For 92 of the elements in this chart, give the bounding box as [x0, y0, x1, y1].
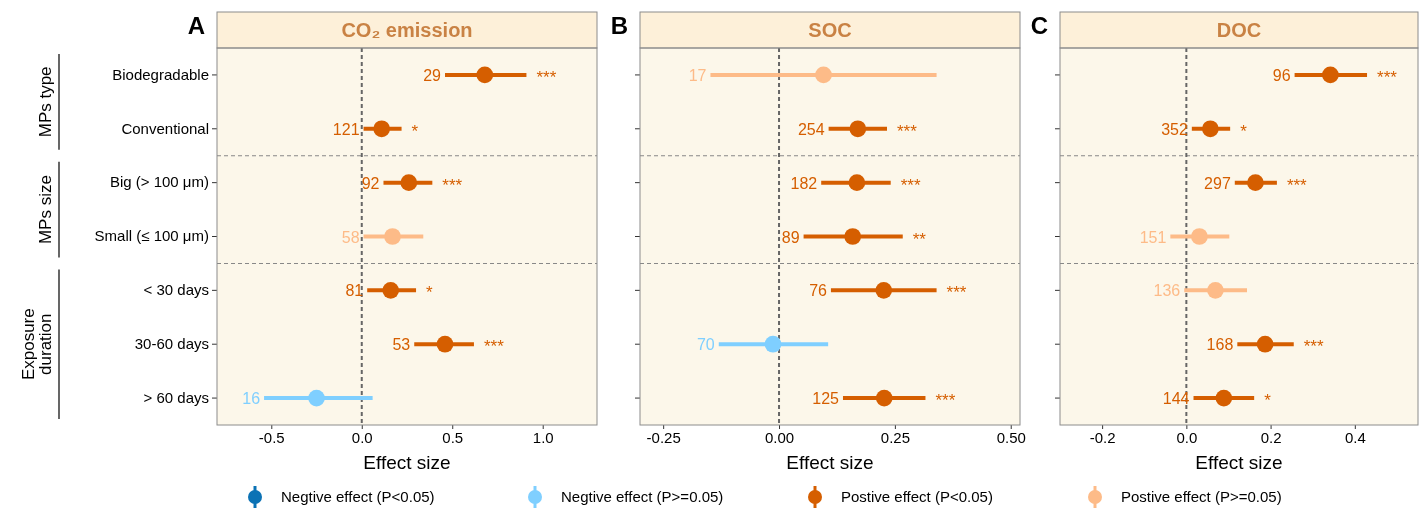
x-tick-label: -0.2 — [1089, 428, 1116, 446]
point — [1201, 120, 1219, 138]
annotation: 125 — [812, 390, 840, 408]
text: C — [1030, 12, 1048, 39]
annotation: * — [411, 121, 419, 141]
x-axis-title: Effect size — [1195, 452, 1283, 473]
x-tick-label: 0.5 — [442, 428, 464, 446]
y-tick-label: Small (≤ 100 μm) — [94, 227, 209, 245]
legend-label: Negtive effect (P<0.05) — [281, 488, 435, 505]
annotation: 352 — [1161, 120, 1188, 138]
annotation: * — [426, 283, 434, 303]
annotation: 254 — [797, 120, 825, 138]
annotation: *** — [483, 337, 505, 357]
point — [400, 174, 418, 191]
chart-title: SOC — [808, 19, 852, 41]
y-tick-label: Biodegradable — [112, 65, 209, 83]
annotation: *** — [1286, 175, 1308, 195]
x-tick-label: 0.25 — [880, 428, 910, 446]
annotation: *** — [1377, 67, 1398, 87]
legend-label: Postive effect (P>=0.05) — [1121, 488, 1282, 505]
x-tick-label: 1.0 — [532, 428, 554, 446]
annotation: *** — [946, 283, 967, 303]
annotation: 16 — [242, 390, 261, 408]
point — [373, 120, 391, 138]
point — [848, 174, 866, 191]
annotation: * — [1264, 391, 1272, 411]
x-tick-label: 0.50 — [996, 428, 1026, 446]
annotation: *** — [935, 391, 956, 411]
annotation: 29 — [423, 66, 442, 84]
y-tick-label: 30-60 days — [134, 335, 209, 353]
annotation: * — [1240, 121, 1248, 141]
chart-title: DOC — [1216, 19, 1262, 41]
legend-label: Negtive effect (P>=0.05) — [561, 488, 724, 505]
point — [1247, 174, 1264, 191]
text: MPs size — [36, 175, 55, 245]
annotation: 76 — [809, 282, 828, 300]
annotation: 70 — [696, 336, 715, 354]
annotation: 92 — [361, 174, 380, 192]
y-tick-label: < 30 days — [143, 281, 209, 299]
point — [1256, 335, 1274, 353]
x-tick-label: 0.4 — [1344, 428, 1366, 446]
point — [308, 389, 325, 407]
annotation: *** — [536, 67, 557, 87]
annotation: 182 — [790, 174, 818, 192]
annotation: 136 — [1153, 282, 1181, 300]
y-tick-label: Big (> 100 μm) — [109, 173, 209, 191]
point — [815, 66, 832, 84]
x-tick-label: 0.00 — [764, 428, 795, 446]
annotation: 89 — [781, 228, 800, 246]
annotation: *** — [1303, 337, 1324, 357]
point — [1322, 66, 1339, 84]
text: B — [610, 12, 628, 39]
point — [1191, 228, 1208, 245]
annotation: 81 — [345, 282, 364, 300]
annotation: 53 — [392, 336, 411, 354]
annotation: 297 — [1204, 174, 1231, 192]
annotation: 96 — [1272, 66, 1291, 84]
annotation: *** — [442, 175, 463, 195]
annotation: *** — [897, 121, 918, 141]
annotation: 17 — [688, 66, 707, 84]
point — [849, 120, 867, 138]
point — [384, 228, 401, 245]
legend-label: Postive effect (P<0.05) — [841, 488, 993, 505]
point — [476, 66, 494, 84]
annotation: ** — [912, 229, 927, 249]
annotation: 151 — [1139, 228, 1167, 246]
text: Exposure duration — [19, 308, 55, 381]
point — [875, 282, 893, 299]
point — [1215, 389, 1233, 407]
point — [764, 335, 782, 353]
y-tick-label: > 60 days — [143, 388, 209, 406]
annotation: *** — [900, 175, 921, 195]
point — [382, 282, 400, 299]
x-tick-label: 0.0 — [351, 428, 373, 446]
point — [436, 335, 454, 353]
point — [1207, 282, 1224, 299]
x-tick-label: 0.2 — [1260, 428, 1282, 446]
x-axis-title: Effect size — [363, 452, 451, 473]
x-tick-label: -0.25 — [646, 428, 681, 446]
y-tick-label: Conventional — [121, 119, 209, 137]
point — [875, 389, 893, 407]
text: A — [187, 12, 205, 39]
chart-title: CO₂ emission — [341, 19, 473, 41]
x-tick-label: -0.5 — [258, 428, 285, 446]
annotation: 144 — [1162, 390, 1190, 408]
point — [844, 228, 862, 245]
annotation: 58 — [341, 228, 360, 246]
annotation: 121 — [332, 120, 360, 138]
x-axis-title: Effect size — [786, 452, 874, 473]
text: MPs type — [36, 66, 55, 138]
x-tick-label: 0.0 — [1176, 428, 1198, 446]
annotation: 168 — [1206, 336, 1234, 354]
